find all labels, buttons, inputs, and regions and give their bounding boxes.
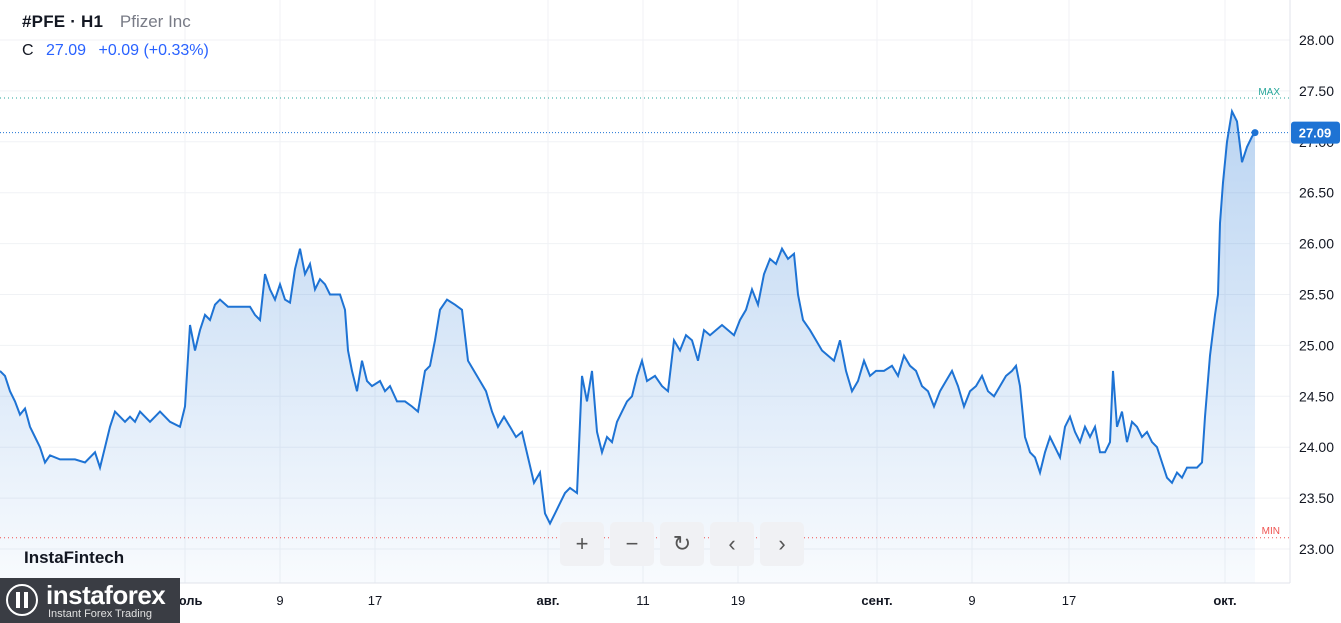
chart-controls: + − ↻ ‹ › <box>560 522 804 566</box>
logo-tagline: Instant Forex Trading <box>48 608 152 620</box>
time-tick-label: сент. <box>861 593 892 608</box>
price-line <box>0 108 1256 526</box>
price-tick-label: 23.00 <box>1299 541 1334 557</box>
instaforex-logo[interactable]: instaforex Instant Forex Trading <box>0 578 180 623</box>
zoom-out-button[interactable]: − <box>610 522 654 566</box>
close-label: C <box>22 42 34 59</box>
chart-header: #PFE · H1 Pfizer Inc <box>22 12 191 32</box>
last-price-badge: 27.09 <box>1291 121 1340 144</box>
price-area <box>0 111 1255 584</box>
scroll-left-button[interactable]: ‹ <box>710 522 754 566</box>
min-label: MIN <box>1262 526 1280 537</box>
time-tick-label: окт. <box>1213 593 1236 608</box>
last-price-badge-bg <box>1291 121 1340 144</box>
price-tick-label: 26.00 <box>1299 236 1334 252</box>
max-label: MAX <box>1258 87 1280 98</box>
zoom-in-button[interactable]: + <box>560 522 604 566</box>
price-tick-label: 24.50 <box>1299 388 1334 404</box>
last-point-dot <box>1251 129 1259 137</box>
company-name: Pfizer Inc <box>119 12 191 31</box>
scroll-right-button[interactable]: › <box>760 522 804 566</box>
close-value: 27.09 <box>46 42 87 59</box>
price-tick-label: 27.50 <box>1299 83 1334 99</box>
last-price-badge-text: 27.09 <box>1299 126 1332 141</box>
price-tick-label: 28.00 <box>1299 32 1334 48</box>
time-tick-label: 9 <box>968 593 975 608</box>
symbol-label: #PFE · H1 <box>22 12 104 31</box>
time-tick-label: авг. <box>537 593 560 608</box>
time-axis[interactable]: июль 9 17 авг. 11 19 сент. 9 17 окт. <box>167 593 1236 608</box>
time-tick-label: 19 <box>731 593 745 608</box>
price-change: +0.09 (+0.33%) <box>98 42 209 59</box>
quote-line: C 27.09 +0.09 (+0.33%) <box>22 42 209 60</box>
time-tick-label: 17 <box>1062 593 1076 608</box>
price-tick-label: 23.50 <box>1299 490 1334 506</box>
time-tick-label: 17 <box>368 593 382 608</box>
time-tick-label: 11 <box>636 593 650 608</box>
price-tick-label: 25.50 <box>1299 287 1334 303</box>
logo-icon <box>6 584 38 616</box>
reset-button[interactable]: ↻ <box>660 522 704 566</box>
time-tick-label: 9 <box>276 593 283 608</box>
price-tick-label: 25.00 <box>1299 337 1334 353</box>
price-tick-label: 24.00 <box>1299 439 1334 455</box>
price-tick-label: 26.50 <box>1299 185 1334 201</box>
price-axis[interactable]: 23.00 23.50 24.00 24.50 25.00 25.50 26.00 26.50… <box>1299 32 1334 557</box>
brand-watermark: InstaFintech <box>24 548 125 567</box>
logo-name: instaforex <box>46 580 166 610</box>
